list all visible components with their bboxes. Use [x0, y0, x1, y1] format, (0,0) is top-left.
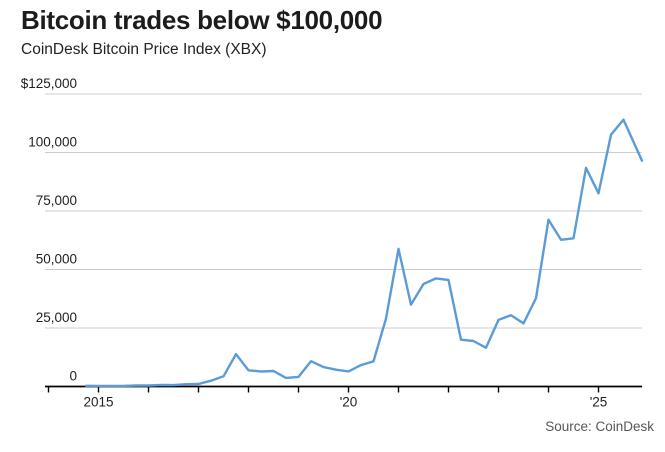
x-axis-label: '25 [590, 395, 608, 410]
x-axis-label: 2015 [83, 395, 113, 410]
y-axis-label: 0 [69, 369, 77, 384]
y-axis-label: 50,000 [36, 252, 77, 267]
chart-title: Bitcoin trades below $100,000 [21, 5, 383, 35]
y-axis-label: $125,000 [21, 76, 77, 91]
source-attribution: Source: CoinDesk [545, 419, 654, 434]
price-line [84, 118, 644, 388]
chart-subtitle: CoinDesk Bitcoin Price Index (XBX) [21, 41, 267, 58]
y-axis-label: 25,000 [36, 310, 77, 325]
x-axis-label: '20 [340, 395, 358, 410]
y-axis-label: 100,000 [28, 135, 77, 150]
y-axis-label: 75,000 [36, 193, 77, 208]
